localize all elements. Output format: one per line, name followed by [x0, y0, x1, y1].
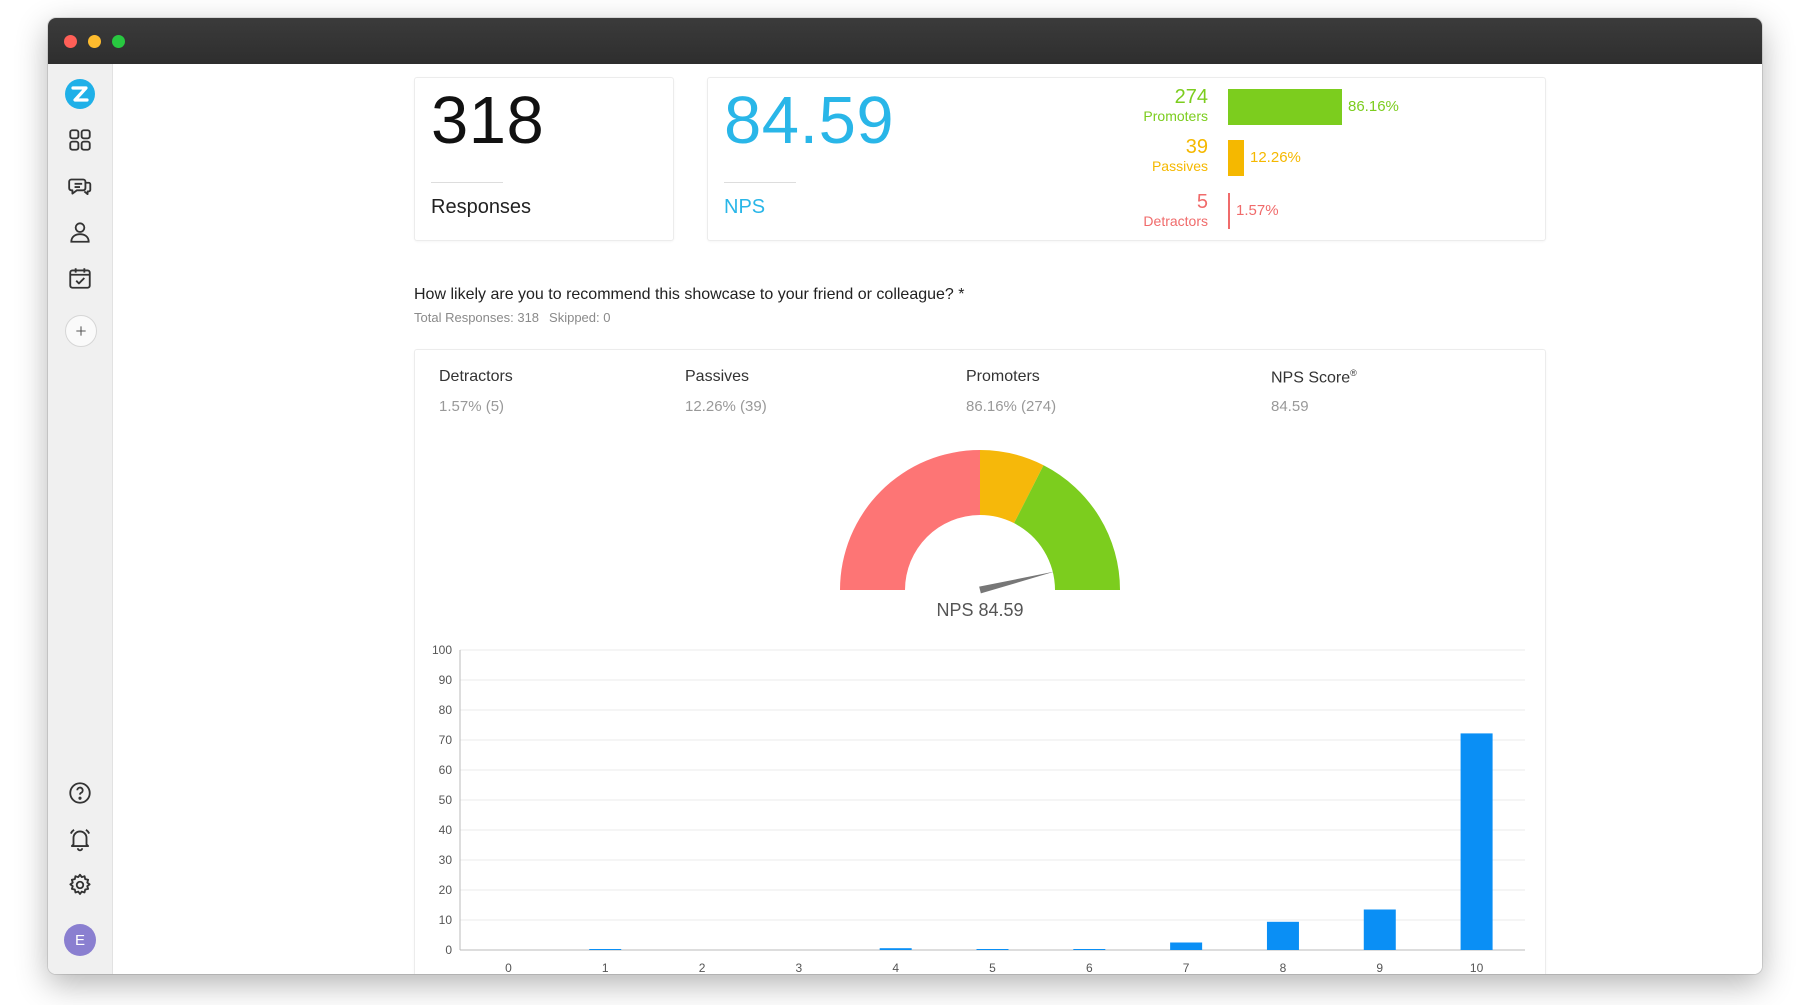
x-tick-label: 2	[699, 961, 706, 974]
x-tick-label: 5	[989, 961, 996, 974]
minimize-window-button[interactable]	[88, 35, 101, 48]
help-icon[interactable]	[64, 777, 96, 809]
promoters-count: 274	[1174, 86, 1208, 108]
close-window-button[interactable]	[64, 35, 77, 48]
y-tick-label: 90	[439, 673, 453, 687]
x-tick-label: 1	[602, 961, 609, 974]
summary-detractors-value: 1.57% (5)	[439, 398, 505, 415]
user-icon[interactable]	[64, 216, 96, 248]
bar-7[interactable]	[1170, 942, 1203, 951]
question-meta: Total Responses: 318 Skipped: 0	[414, 310, 620, 325]
nps-label: NPS	[724, 196, 766, 218]
detractors-bar	[1228, 193, 1230, 229]
app-window: E 318 Responses 84.59 NPS 274 Promoters …	[48, 18, 1762, 974]
bar-6[interactable]	[1073, 949, 1106, 950]
x-tick-label: 3	[796, 961, 803, 974]
y-tick-label: 10	[439, 913, 453, 927]
summary-promoters-label: Promoters	[966, 368, 1040, 385]
gear-icon[interactable]	[64, 869, 96, 901]
responses-label: Responses	[431, 196, 532, 218]
bar-10[interactable]	[1460, 733, 1493, 950]
summary-passives-label: Passives	[685, 368, 750, 385]
gauge-needle	[979, 571, 1055, 594]
bar-1[interactable]	[589, 949, 622, 950]
total-responses: Total Responses: 318	[414, 310, 540, 325]
bell-icon[interactable]	[64, 823, 96, 855]
bar-9[interactable]	[1363, 909, 1396, 951]
gauge-band-0	[840, 450, 980, 590]
divider	[431, 182, 503, 183]
summary-nps-score-value: 84.59	[1271, 398, 1309, 415]
x-tick-label: 8	[1280, 961, 1287, 974]
y-tick-label: 30	[439, 853, 453, 867]
y-tick-label: 50	[439, 793, 453, 807]
x-tick-label: 6	[1086, 961, 1093, 974]
summary-detractors-label: Detractors	[439, 368, 513, 385]
y-tick-label: 70	[439, 733, 453, 747]
x-tick-label: 10	[1470, 961, 1484, 974]
divider	[724, 182, 796, 183]
sidebar: E	[48, 64, 113, 974]
registered-mark: ®	[1350, 368, 1357, 378]
dashboard-grid-icon[interactable]	[64, 124, 96, 156]
responses-count: 318	[431, 83, 545, 158]
y-tick-label: 0	[445, 943, 452, 957]
promoters-bar	[1228, 89, 1342, 125]
gauge-band-1	[980, 450, 1044, 524]
nps-card: 84.59 NPS 274 Promoters 86.16% 39 Passiv…	[707, 77, 1546, 241]
question-text: How likely are you to recommend this sho…	[414, 286, 965, 303]
detractors-count: 5	[1196, 191, 1208, 213]
nps-score-text: NPS Score	[1271, 369, 1351, 387]
score-distribution-chart: 0 10 20 30 40 50 60 70 80 90 100 0 1 2 3 4 5 6 7 8 9 10	[432, 643, 1525, 974]
responses-card: 318 Responses	[414, 77, 674, 241]
y-tick-label: 60	[439, 763, 453, 777]
detractors-percent: 1.57%	[1236, 202, 1279, 219]
maximize-window-button[interactable]	[112, 35, 125, 48]
detractors-label: Detractors	[1143, 213, 1208, 229]
chat-bubbles-icon[interactable]	[64, 170, 96, 202]
calendar-check-icon[interactable]	[64, 262, 96, 294]
bar-4[interactable]	[879, 948, 912, 950]
nps-summary-card: Detractors 1.57% (5) Passives 12.26% (39…	[414, 349, 1546, 974]
plus-icon[interactable]	[65, 315, 97, 347]
nps-value: 84.59	[724, 83, 895, 158]
zoho-survey-logo-icon[interactable]	[64, 78, 96, 110]
gauge-label: NPS 84.59	[936, 600, 1024, 620]
summary-passives-value: 12.26% (39)	[685, 398, 767, 415]
bar-8[interactable]	[1266, 921, 1299, 950]
nps-gauge	[840, 450, 1120, 594]
bar-5[interactable]	[976, 949, 1009, 950]
avatar[interactable]: E	[64, 924, 96, 956]
passives-count: 39	[1185, 136, 1208, 158]
y-tick-label: 80	[439, 703, 453, 717]
x-tick-label: 9	[1376, 961, 1383, 974]
summary-nps-score-label: NPS Score®	[1271, 368, 1357, 387]
skipped-count: Skipped: 0	[549, 310, 611, 325]
gauge-band-2	[1014, 465, 1120, 590]
y-tick-label: 20	[439, 883, 453, 897]
y-tick-label: 40	[439, 823, 453, 837]
promoters-label: Promoters	[1143, 108, 1208, 124]
x-tick-label: 4	[892, 961, 899, 974]
main-content: 318 Responses 84.59 NPS 274 Promoters 86…	[113, 64, 1762, 974]
title-bar	[48, 18, 1762, 64]
promoters-percent: 86.16%	[1348, 98, 1399, 115]
x-tick-label: 0	[505, 961, 512, 974]
passives-percent: 12.26%	[1250, 149, 1301, 166]
passives-bar	[1228, 140, 1244, 176]
passives-label: Passives	[1151, 158, 1208, 174]
y-tick-label: 100	[432, 643, 452, 657]
summary-promoters-value: 86.16% (274)	[966, 398, 1057, 415]
x-tick-label: 7	[1183, 961, 1190, 974]
